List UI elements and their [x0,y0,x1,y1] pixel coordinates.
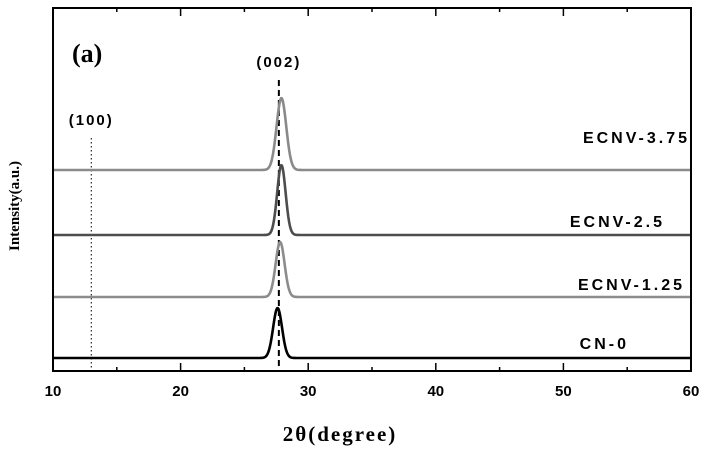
annotation-label-0: (002) [256,54,301,71]
x-tick-label: 60 [683,383,700,400]
series-label-ECNV-2.5: ECNV-2.5 [570,214,665,231]
series-label-CN-0: CN-0 [580,336,629,353]
plot-area: (002) (100) CN-0 ECNV-1.25 ECNV-2.5 ECNV-3.75 [53,54,691,371]
series-label-ECNV-1.25: ECNV-1.25 [578,277,685,294]
panel-label: (a) [72,39,102,68]
x-axis-title: 2θ(degree) [283,422,398,446]
x-tick-label: 10 [45,383,62,400]
x-tick-label: 50 [555,383,572,400]
x-tick-label: 40 [427,383,444,400]
labels: (a) 2θ(degree) Intensity(a.u.) [7,39,397,446]
annotation-label-1: (100) [69,112,114,129]
y-axis-title: Intensity(a.u.) [7,161,23,251]
plot-frame [53,8,691,371]
series-label-ECNV-3.75: ECNV-3.75 [583,130,690,147]
x-tick-label: 30 [300,383,317,400]
x-tick-label: 20 [172,383,189,400]
